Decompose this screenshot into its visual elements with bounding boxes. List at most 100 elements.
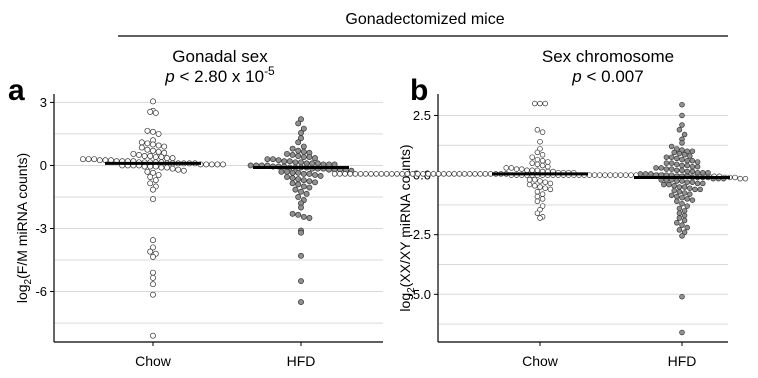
data-point <box>295 194 302 200</box>
data-point <box>347 171 353 177</box>
data-point <box>668 160 675 166</box>
data-point <box>534 189 541 195</box>
data-point <box>150 196 156 203</box>
data-point <box>141 153 148 159</box>
data-point <box>284 150 290 157</box>
data-point <box>694 163 701 170</box>
data-point <box>136 151 142 158</box>
data-point <box>278 168 285 175</box>
data-point <box>679 162 685 169</box>
data-point <box>144 146 151 153</box>
data-point <box>692 186 698 193</box>
data-point <box>694 169 701 176</box>
data-point <box>404 171 411 177</box>
data-point <box>681 152 688 158</box>
data-point <box>534 193 541 200</box>
data-point <box>270 156 276 163</box>
data-point <box>456 171 463 177</box>
data-point <box>679 140 685 146</box>
data-point <box>539 196 546 202</box>
data-point <box>539 152 546 158</box>
data-point <box>306 215 313 221</box>
data-point <box>537 146 543 152</box>
panel-b-pvalue: p < 0.007 <box>571 67 643 86</box>
data-point <box>679 147 685 153</box>
data-point <box>671 187 677 194</box>
data-point <box>689 179 696 185</box>
data-point <box>161 143 168 150</box>
data-point <box>300 143 307 150</box>
data-point <box>138 139 145 146</box>
panel-a-letter: a <box>8 74 25 107</box>
data-point <box>203 161 210 168</box>
data-point <box>519 166 525 172</box>
data-point <box>289 145 296 152</box>
data-point <box>91 156 98 163</box>
data-point <box>389 171 395 177</box>
data-point <box>425 171 431 177</box>
data-point <box>689 158 696 164</box>
data-point <box>220 161 226 168</box>
data-point <box>150 128 156 135</box>
data-point <box>687 153 693 159</box>
data-point <box>676 210 683 216</box>
data-point <box>674 146 680 152</box>
data-point <box>679 329 685 336</box>
data-point <box>300 148 307 155</box>
data-point <box>679 222 685 228</box>
data-point <box>169 155 176 162</box>
data-point <box>150 147 156 154</box>
data-point <box>150 332 156 339</box>
data-point <box>684 148 690 154</box>
data-point <box>684 168 690 175</box>
data-point <box>150 274 156 281</box>
data-point <box>357 171 364 177</box>
data-point <box>529 160 535 166</box>
data-point <box>317 173 324 179</box>
data-point <box>312 155 318 162</box>
data-point <box>653 165 659 171</box>
data-point <box>147 108 154 115</box>
data-point <box>394 171 400 177</box>
data-point <box>674 155 680 162</box>
data-point <box>663 154 670 160</box>
data-point <box>542 185 548 191</box>
data-point <box>144 140 151 147</box>
data-point <box>164 164 170 171</box>
y-tick-label: 3 <box>40 95 47 110</box>
data-point <box>681 229 688 236</box>
data-point <box>524 167 530 174</box>
x-category-label: HFD <box>287 353 316 369</box>
figure-supertitle: Gonadectomized mice <box>345 11 504 28</box>
data-point <box>446 171 452 177</box>
y-tick-label: 2.5 <box>413 108 431 123</box>
panel-a-pvalue: p < 2.80 x 10-5 <box>164 64 275 86</box>
data-point <box>534 127 541 133</box>
data-point <box>679 167 685 174</box>
data-point <box>674 193 680 200</box>
data-point <box>303 190 310 197</box>
data-point <box>415 171 421 177</box>
data-point <box>352 171 359 177</box>
data-point <box>420 171 426 177</box>
data-point <box>537 215 543 221</box>
y-tick-label: -6 <box>35 284 47 299</box>
data-point <box>441 171 447 177</box>
data-point <box>180 167 187 174</box>
x-category-label: HFD <box>668 353 697 369</box>
data-point <box>363 171 369 177</box>
data-point <box>537 206 543 213</box>
data-point <box>399 171 405 177</box>
data-point <box>472 171 478 177</box>
data-point <box>537 184 543 190</box>
data-point <box>342 171 348 177</box>
data-point <box>152 154 159 161</box>
panel-b-title: Sex chromosome <box>542 47 674 66</box>
data-point <box>435 171 442 177</box>
data-point <box>534 149 541 156</box>
data-point <box>681 217 688 224</box>
data-point <box>676 205 683 212</box>
data-point <box>314 160 321 167</box>
data-point <box>155 142 162 149</box>
